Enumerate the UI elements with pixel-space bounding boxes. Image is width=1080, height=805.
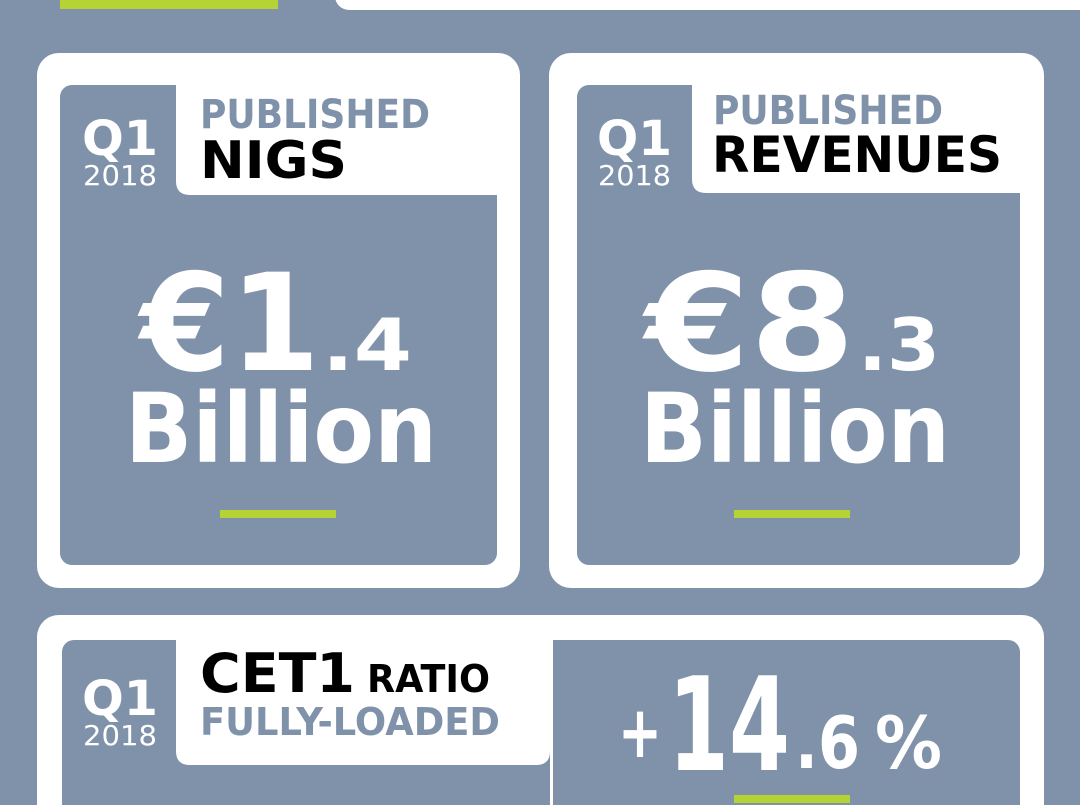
value-unit: Billion (125, 373, 437, 485)
value-decimal: .4 (322, 303, 412, 387)
label-tab (176, 640, 550, 765)
year: 2018 (83, 719, 157, 752)
year: 2018 (83, 159, 157, 192)
value-unit: Billion (640, 373, 950, 485)
accent-line (220, 510, 336, 518)
label-tab (692, 85, 1020, 193)
label-sub: FULLY-LOADED (200, 700, 500, 744)
card: Q1 2018 PUBLISHED NIGS €1 .4 Billion (37, 53, 520, 588)
value-decimal: .6 (795, 701, 860, 785)
value-unit: % (875, 701, 942, 785)
label-top: PUBLISHED (713, 88, 943, 134)
card: Q1 2018 PUBLISHED REVENUES €8 .3 Billion (549, 53, 1044, 588)
accent-bar (60, 0, 278, 9)
accent-line (734, 795, 850, 803)
value-main: €1 (137, 245, 320, 402)
label-main: CET1 (200, 642, 355, 705)
value-main: 14 (668, 649, 790, 801)
value-sign: + (618, 690, 662, 774)
quarter: Q1 (82, 671, 158, 727)
card-panel (60, 85, 497, 565)
top-panel (335, 0, 1080, 10)
quarter: Q1 (82, 111, 158, 167)
accent-line (734, 510, 850, 518)
value-decimal: .3 (858, 303, 940, 387)
card-panel (577, 85, 1020, 565)
divider (550, 640, 553, 805)
label-suffix: RATIO (367, 657, 490, 701)
card: Q1 2018 CET1 RATIO FULLY-LOADED + 14 .6 … (37, 615, 1044, 805)
label-main: NIGS (200, 131, 347, 191)
label-tab (176, 85, 497, 195)
quarter: Q1 (597, 111, 672, 167)
value-main: €8 (642, 245, 855, 402)
year: 2018 (598, 159, 671, 192)
label-main: REVENUES (712, 126, 1002, 184)
label-top: PUBLISHED (200, 92, 430, 138)
